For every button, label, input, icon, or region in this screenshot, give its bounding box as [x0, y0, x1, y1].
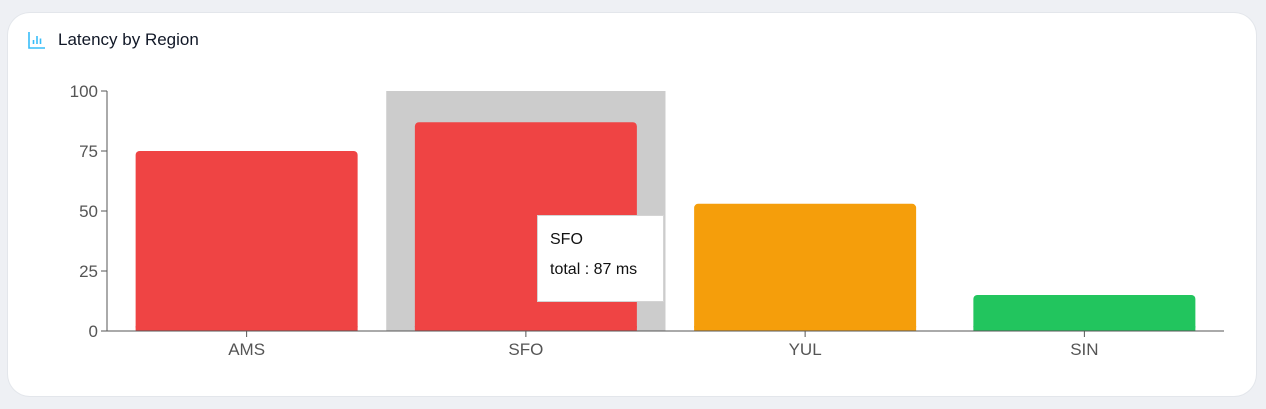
- y-tick-label: 50: [79, 202, 98, 221]
- tooltip-value: total : 87 ms: [550, 261, 638, 278]
- tooltip-label: SFO: [550, 231, 583, 248]
- chart-header: Latency by Region: [28, 30, 199, 50]
- chart-tooltip: SFO total : 87 ms: [537, 215, 664, 302]
- y-tick-label: 0: [89, 322, 98, 341]
- bar-chart-icon: [28, 32, 45, 49]
- x-tick-label: AMS: [228, 340, 265, 359]
- bar-yul: [694, 203, 917, 331]
- y-tick-label: 25: [79, 262, 98, 281]
- x-tick-label: SIN: [1070, 340, 1098, 359]
- chart-title: Latency by Region: [58, 30, 199, 49]
- x-tick-label: SFO: [508, 340, 543, 359]
- bar-base-ams: [135, 326, 358, 331]
- x-tick-label: YUL: [789, 340, 822, 359]
- bar-ams: [135, 151, 358, 331]
- bar-sin: [973, 295, 1196, 331]
- bar-base-sin: [973, 326, 1196, 331]
- y-tick-label: 75: [79, 142, 98, 161]
- bar-base-sfo: [414, 326, 637, 331]
- bar-base-yul: [694, 326, 917, 331]
- y-tick-label: 100: [70, 82, 98, 101]
